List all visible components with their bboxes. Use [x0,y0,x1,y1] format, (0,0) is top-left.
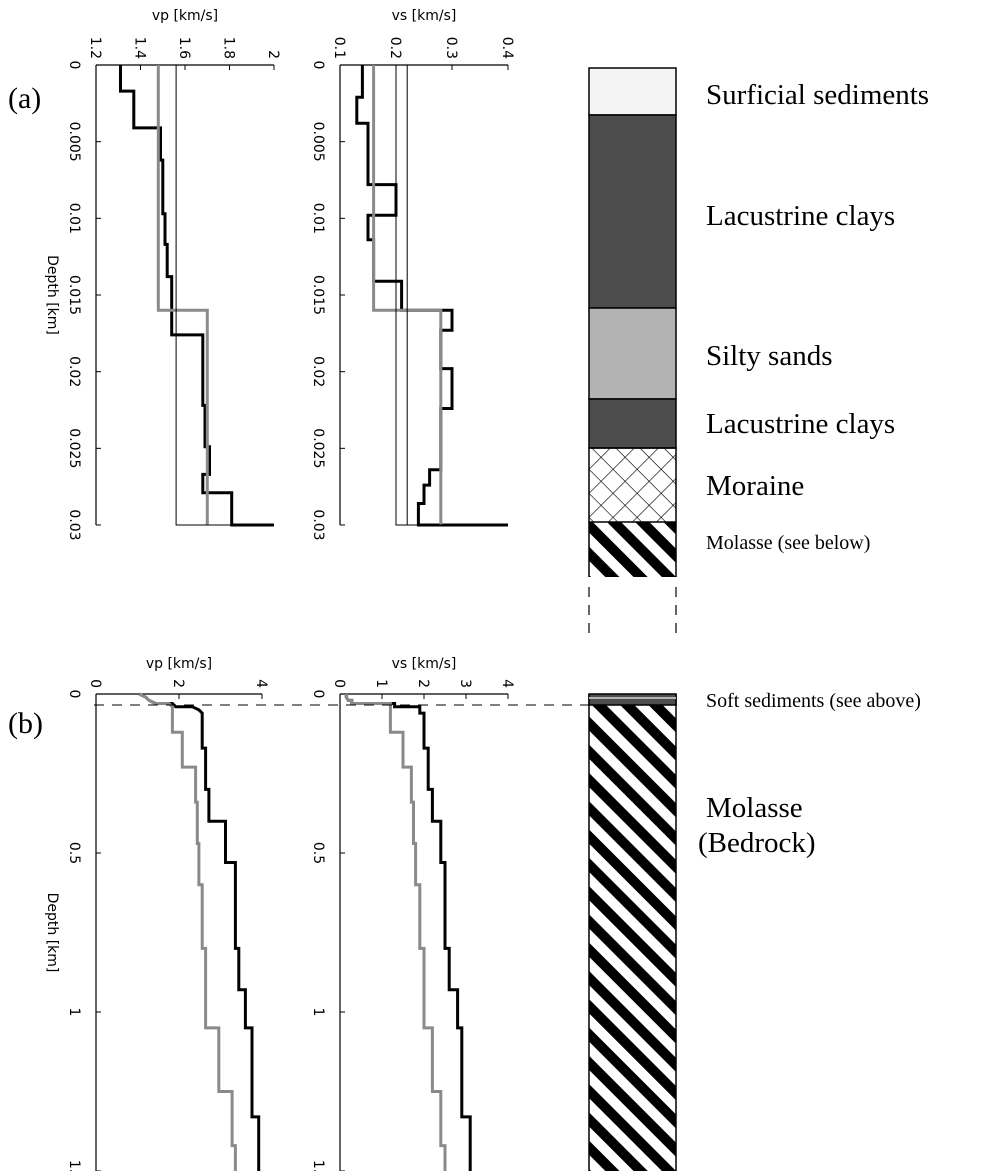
a_vs-xlabel: vs [km/s] [392,8,457,24]
a_vp-xtick-label: 1.4 [132,37,148,59]
a_vs-xtick-label: 0.2 [387,37,403,59]
layer-molasse-bedrock [589,694,676,1171]
a_vs-xtick-label: 0.4 [499,37,515,59]
geology-column-b: Soft sediments (see above) Molasse (Bedr… [588,690,921,1171]
a_vp-ylabel: Depth [km] [44,255,60,335]
a_vp-series-thin-2 [175,65,274,526]
a_vp-xtick-label: 1.8 [221,37,237,59]
b_vp-series-black-0 [138,692,261,1171]
a_vs-ytick-label: 0.015 [310,275,326,315]
b_vp-xtick-label: 4 [253,679,269,688]
layer-soft-sediments [588,693,677,706]
b_vs-series-gray-1 [344,694,447,1171]
layer-moraine [588,447,677,523]
geo-label-molasse-see-below: Molasse (see below) [706,532,870,554]
geo-label-moraine: Moraine [706,470,804,502]
b_vs-xtick-label: 4 [499,679,515,688]
b_vp-ytick-label: 1 [66,1008,82,1017]
b_vp-series-gray-1 [138,692,237,1171]
geo-label-silty-sands: Silty sands [706,340,833,372]
layer-lacustrine-clays-upper [588,114,677,309]
b_vp-ylabel: Depth [km] [44,893,60,973]
a_vp-series-black-0 [119,65,274,527]
geo-label-surficial: Surficial sediments [706,79,929,111]
a_vs-xtick-label: 0.1 [331,37,347,59]
a_vp-ytick-label: 0.015 [66,275,82,315]
b_vs-xtick-label: 0 [331,679,347,688]
b_vs-xtick-label: 2 [415,679,431,688]
b_vp-ytick-label: 0.5 [66,842,82,864]
b_vp-xlabel: vp [km/s] [146,656,212,672]
b_vp-ytick-label: 0 [66,690,82,699]
geo-label-bedrock: (Bedrock) [698,827,816,859]
geo-label-lacustrine-upper: Lacustrine clays [706,200,895,232]
layer-silty-sands [588,307,677,400]
b_vp-xtick-label: 0 [87,679,103,688]
a_vp-series-gray-1 [156,65,209,525]
a_vp-ytick-label: 0.01 [66,203,82,234]
geo-label-lacustrine-lower: Lacustrine clays [706,408,895,440]
panel-label-b: (b) [8,707,43,740]
b_vs-xtick-label: 1 [373,679,389,688]
b_vp-ytick-label: 1.5 [66,1160,82,1171]
a_vp-xtick-label: 1.6 [176,37,192,59]
a_vs-ytick-label: 0.03 [310,509,326,540]
charts-layer: 1.2 1.4 1.6 1.8 2 0 0.005 0.01 0.015 0.02 0.025 0.0… [44,8,515,1171]
a_vs-ytick-label: 0.01 [310,203,326,234]
geo-label-soft-sediments: Soft sediments (see above) [706,690,921,712]
b_vs-ytick-label: 1.5 [310,1160,326,1171]
a_vs-series-black-0 [355,65,508,527]
a_vs-xtick-label: 0.3 [443,37,459,59]
a_vs-ytick-label: 0.005 [310,122,326,162]
b_vs-ytick-label: 0.5 [310,842,326,864]
b_vs-ytick-label: 1 [310,1008,326,1017]
b_vs-xlabel: vs [km/s] [392,656,457,672]
layer-lacustrine-clays-lower [588,398,677,449]
b_vs-xtick-label: 3 [457,679,473,688]
a_vp-xtick-label: 2 [265,50,281,59]
layer-molasse-top [589,522,676,577]
a_vp-ytick-label: 0 [66,61,82,70]
a_vp-ytick-label: 0.03 [66,509,82,540]
layer-surficial-sediments [588,67,677,116]
a_vs-series-thin-2 [395,65,508,526]
b_vp-xtick-label: 2 [170,679,186,688]
a_vp-ytick-label: 0.02 [66,356,82,387]
geology-column-a: Surficial sediments Lacustrine clays Sil… [588,67,929,637]
a_vs-ytick-label: 0.02 [310,356,326,387]
a_vp-ytick-label: 0.005 [66,122,82,162]
panel-label-a: (a) [8,82,41,115]
geo-label-molasse: Molasse [706,792,803,824]
a_vp-ytick-label: 0.025 [66,428,82,468]
a_vp-xtick-label: 1.2 [87,37,103,59]
a_vs-ytick-label: 0 [310,61,326,70]
a_vp-xlabel: vp [km/s] [152,8,218,24]
a_vs-ytick-label: 0.025 [310,428,326,468]
b_vs-series-black-0 [344,694,472,1171]
b_vs-ytick-label: 0 [310,690,326,699]
